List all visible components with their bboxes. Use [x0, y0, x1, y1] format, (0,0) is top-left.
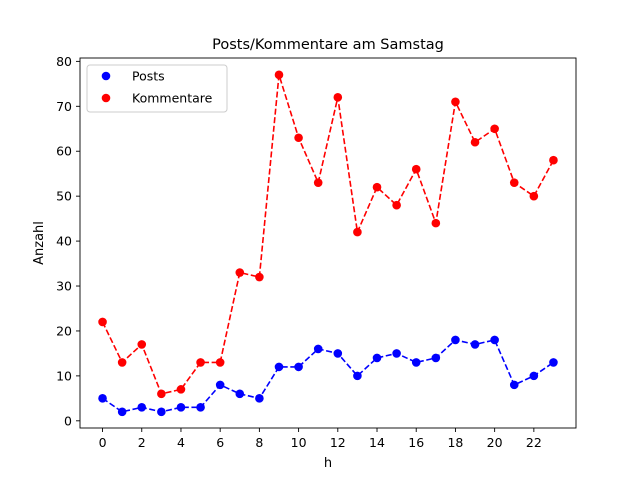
y-tick-label: 20	[56, 323, 72, 338]
legend-item: Kommentare	[101, 91, 213, 106]
data-point	[451, 335, 460, 345]
data-point	[372, 182, 382, 192]
data-point	[451, 97, 460, 107]
data-point	[117, 358, 127, 367]
data-point	[509, 178, 519, 187]
y-tick-label: 70	[56, 99, 72, 114]
data-point	[157, 389, 166, 399]
data-point	[274, 70, 284, 80]
data-point	[157, 407, 166, 417]
y-tick-label: 60	[56, 144, 72, 159]
x-tick-label: 4	[177, 435, 185, 450]
data-point	[490, 124, 499, 134]
legend-marker	[101, 71, 111, 81]
axes-frame	[79, 57, 577, 429]
data-point	[411, 164, 421, 174]
legend-label: Kommentare	[132, 91, 213, 106]
data-point	[411, 358, 421, 367]
data-point	[255, 394, 264, 403]
y-tick-label: 40	[56, 234, 72, 249]
data-point	[313, 178, 323, 187]
data-point	[98, 317, 107, 327]
x-tick-label: 14	[369, 435, 385, 450]
data-point	[470, 340, 480, 349]
y-axis-ticks: 0 10 20 30 40 50 60 70 80	[56, 54, 80, 428]
data-point	[333, 93, 343, 102]
data-point	[470, 137, 480, 147]
x-tick-label: 18	[447, 435, 463, 450]
plot-area	[98, 70, 558, 417]
data-point	[509, 380, 519, 390]
data-point	[529, 371, 539, 381]
series-1	[98, 70, 558, 399]
data-point	[176, 403, 186, 412]
x-tick-label: 8	[255, 435, 263, 450]
data-point	[176, 385, 186, 394]
data-point	[215, 358, 225, 367]
data-point	[431, 218, 441, 228]
y-tick-label: 80	[56, 54, 72, 69]
data-point	[372, 353, 382, 363]
data-point	[353, 227, 362, 237]
x-tick-label: 6	[216, 435, 224, 450]
data-point	[235, 389, 245, 399]
x-axis-label: h	[324, 456, 332, 471]
legend-item: Posts	[101, 69, 165, 84]
data-point	[196, 403, 205, 412]
legend-marker	[101, 93, 111, 103]
series-line	[102, 339, 554, 413]
y-tick-label: 0	[64, 413, 72, 428]
data-point	[549, 358, 558, 367]
data-point	[392, 349, 401, 358]
legend: Posts Kommentare	[86, 64, 228, 113]
data-point	[431, 353, 441, 363]
data-point	[353, 371, 362, 381]
x-tick-label: 16	[408, 435, 424, 450]
data-point	[98, 394, 107, 403]
data-point	[137, 340, 147, 349]
x-tick-label: 10	[291, 435, 307, 450]
y-axis-label: Anzahl	[32, 221, 47, 265]
data-point	[549, 155, 558, 165]
chart-title: Posts/Kommentare am Samstag	[212, 37, 444, 53]
y-tick-label: 30	[56, 279, 72, 294]
data-point	[196, 358, 205, 367]
x-tick-label: 22	[526, 435, 542, 450]
y-tick-label: 50	[56, 189, 72, 204]
data-point	[294, 362, 303, 372]
data-point	[255, 272, 264, 282]
y-tick-label: 10	[56, 368, 72, 383]
data-point	[137, 403, 147, 412]
series-0	[98, 335, 558, 417]
data-point	[529, 191, 539, 201]
data-point	[117, 407, 127, 417]
x-tick-label: 0	[99, 435, 107, 450]
data-point	[313, 344, 323, 354]
data-point	[274, 362, 284, 372]
x-tick-label: 20	[487, 435, 503, 450]
data-point	[294, 133, 303, 143]
x-tick-label: 12	[330, 435, 346, 450]
series-line	[101, 74, 555, 395]
data-point	[392, 200, 401, 210]
data-point	[215, 380, 225, 390]
x-tick-label: 2	[138, 435, 146, 450]
legend-box	[86, 64, 228, 113]
data-point	[235, 268, 245, 277]
data-point	[333, 349, 343, 358]
x-axis-ticks: 0 2 4 6 8 10 12 14 16 18 20 22	[99, 428, 542, 450]
legend-label: Posts	[132, 69, 165, 84]
data-point	[490, 335, 499, 345]
